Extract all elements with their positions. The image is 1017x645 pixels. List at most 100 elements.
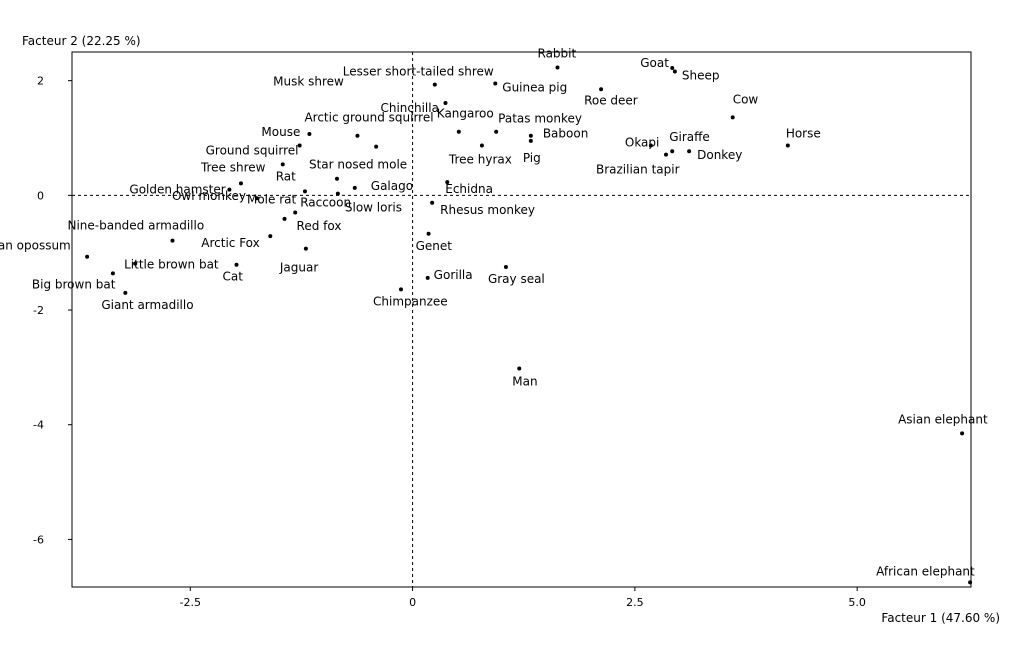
y-tick-label: 2 — [37, 75, 44, 88]
data-point — [133, 261, 138, 266]
x-tick-label: 2.5 — [626, 596, 644, 609]
data-point — [123, 290, 128, 295]
data-point-label: Tree shrew — [200, 160, 266, 174]
y-tick-label: -4 — [33, 419, 44, 432]
data-point-label: Donkey — [697, 148, 742, 162]
data-point — [479, 143, 484, 148]
data-point — [494, 129, 499, 134]
data-point-label: Genet — [416, 239, 453, 253]
data-point-label: Rabbit — [538, 46, 577, 60]
data-point — [672, 69, 677, 74]
data-point-label: Tree hyrax — [448, 152, 512, 166]
data-point-label: Golden hamster — [129, 183, 225, 197]
data-point — [335, 191, 340, 196]
data-point-label: N. American opossum — [0, 239, 71, 253]
data-point-label: Goat — [640, 56, 669, 70]
data-point-label: Sheep — [682, 68, 720, 82]
data-point — [399, 287, 404, 292]
data-point — [254, 196, 259, 201]
data-point-label: Brazilian tapir — [596, 163, 680, 177]
data-point — [456, 129, 461, 134]
data-point-label: Cow — [733, 92, 759, 106]
data-point-label: Owl monkey — [172, 189, 246, 203]
y-axis-ticks: 2 0 -2 -4 -6 — [33, 75, 72, 546]
data-point — [493, 81, 498, 86]
data-point — [297, 143, 302, 148]
data-point-label: Gray seal — [488, 272, 545, 286]
data-point — [430, 200, 435, 205]
data-point-label: Big brown bat — [32, 277, 116, 291]
data-point — [355, 133, 360, 138]
data-point-label: Mole rat — [247, 192, 297, 206]
data-point — [670, 149, 675, 154]
data-point-label: African elephant — [876, 564, 975, 578]
data-point — [110, 271, 115, 276]
data-point-label: Giraffe — [669, 130, 710, 144]
x-tick-label: 0 — [409, 596, 416, 609]
data-point-label: Galago — [371, 179, 413, 193]
data-point-label: Raccoon — [300, 196, 351, 210]
data-point-label: Little brown bat — [124, 258, 219, 272]
data-point-label: Kangaroo — [437, 107, 494, 121]
data-point — [307, 131, 312, 136]
data-point — [503, 265, 508, 270]
y-tick-label: -2 — [33, 304, 44, 317]
data-point-label: Chimpanzee — [373, 294, 448, 308]
data-point — [517, 366, 522, 371]
data-point — [352, 185, 357, 190]
data-point — [425, 275, 430, 280]
data-point — [227, 187, 232, 192]
data-point-label: Asian elephant — [898, 412, 988, 426]
data-point-label: Roe deer — [584, 93, 638, 107]
data-point-label: Gorilla — [434, 268, 473, 282]
y-axis-title: Facteur 2 (22.25 %) — [22, 34, 141, 48]
data-point — [234, 262, 239, 267]
data-point-label: Nine-banded armadillo — [67, 219, 204, 233]
data-point-label: Horse — [786, 126, 821, 140]
data-point-label: Okapi — [625, 135, 660, 149]
data-point-label: Arctic Fox — [201, 236, 259, 250]
plot-frame — [71, 51, 972, 588]
data-point — [670, 66, 675, 71]
x-axis-title: Facteur 1 (47.60 %) — [881, 611, 1000, 625]
data-point — [334, 176, 339, 181]
x-axis-ticks: -2.5 0 2.5 5.0 — [180, 587, 866, 609]
data-point — [648, 143, 653, 148]
data-point-label: Slow loris — [345, 201, 402, 215]
data-point — [170, 238, 175, 243]
data-point-label: Star nosed mole — [309, 158, 407, 172]
data-point — [268, 234, 273, 239]
data-point-label: Man — [512, 375, 537, 389]
data-point-label: Cat — [223, 270, 244, 284]
data-point-label: Red fox — [297, 219, 342, 233]
data-point-label: Arctic ground squirrel — [304, 111, 433, 125]
data-point — [785, 143, 790, 148]
data-point — [238, 181, 243, 186]
data-point-label: Mouse — [261, 125, 300, 139]
y-tick-label: 0 — [37, 189, 44, 202]
data-point — [730, 115, 735, 120]
data-point-label: Lesser short-tailed shrew — [343, 65, 494, 79]
data-point-label: Guinea pig — [502, 81, 567, 95]
data-point — [599, 87, 604, 92]
data-point — [85, 254, 90, 259]
data-point — [282, 216, 287, 221]
y-tick-label: -6 — [33, 533, 44, 546]
data-point — [302, 189, 307, 194]
data-point-label: Ground squirrel — [206, 143, 299, 157]
data-point-label: Baboon — [543, 127, 589, 141]
data-point — [960, 431, 965, 436]
data-point — [303, 246, 308, 251]
data-point-label: Patas monkey — [498, 112, 582, 126]
data-point-label: Musk shrew — [273, 75, 344, 89]
data-point-label: Echidna — [445, 182, 493, 196]
data-point-label: Chinchilla — [380, 101, 438, 115]
data-point — [968, 580, 973, 585]
data-point-label: Giant armadillo — [101, 298, 193, 312]
x-tick-label: -2.5 — [180, 596, 201, 609]
data-point-label: Jaguar — [279, 261, 318, 275]
data-point — [663, 152, 668, 157]
data-point — [280, 162, 285, 167]
data-point — [426, 231, 431, 236]
point-labels: Rabbit Goat Sheep Lesser short-tailed shrew… — [0, 46, 988, 578]
